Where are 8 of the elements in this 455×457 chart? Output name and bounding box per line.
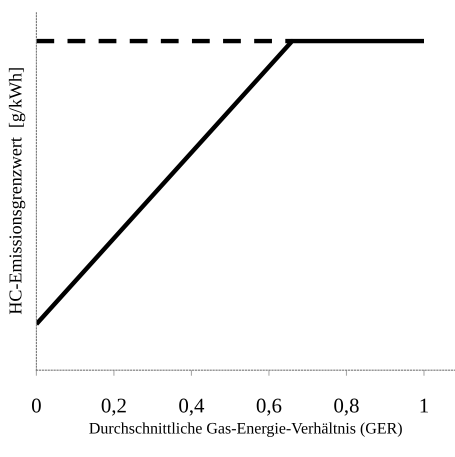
x-tick-label: 0,8 xyxy=(334,398,359,416)
x-tick-label: 0 xyxy=(32,398,41,413)
x-tick-label: 0,2 xyxy=(102,398,126,416)
x-tick-label: 1 xyxy=(420,398,428,412)
x-tick-label: 0,6 xyxy=(256,398,282,416)
x-axis-title: Durchschnittliche Gas-Energie-Verhältnis (GER) xyxy=(89,422,402,437)
y-axis-title: HC-Emissionsgrenzwert [g/kWh] xyxy=(8,68,26,314)
x-tick-label: 0,4 xyxy=(179,398,204,416)
